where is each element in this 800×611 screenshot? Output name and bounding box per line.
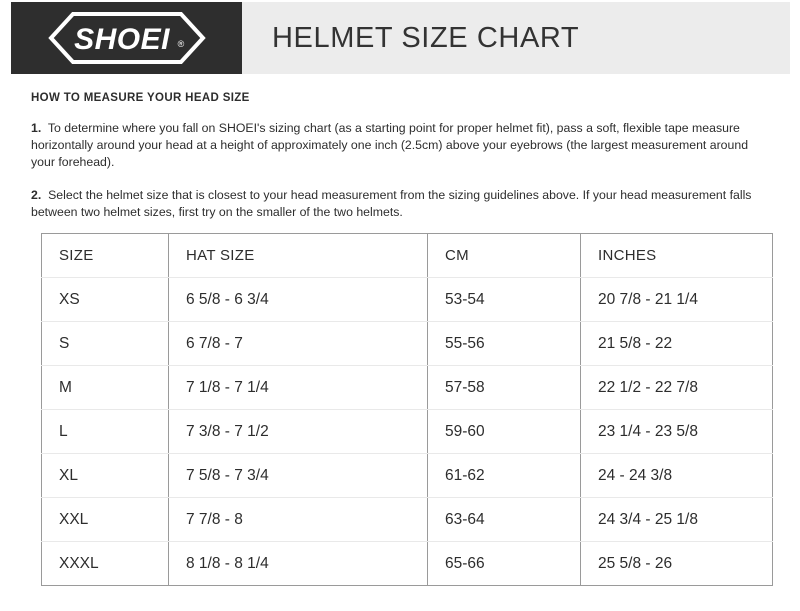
instruction-step-1: 1. To determine where you fall on SHOEI'… xyxy=(31,120,771,171)
table-row: M 7 1/8 - 7 1/4 57-58 22 1/2 - 22 7/8 xyxy=(41,365,773,410)
cell-cm: 59-60 xyxy=(427,409,581,454)
instructions-heading: HOW TO MEASURE YOUR HEAD SIZE xyxy=(31,92,250,104)
instruction-step-2: 2. Select the helmet size that is closes… xyxy=(31,187,771,221)
cell-inches: 22 1/2 - 22 7/8 xyxy=(580,365,773,410)
cell-size: L xyxy=(41,409,169,454)
table-row: XL 7 5/8 - 7 3/4 61-62 24 - 24 3/8 xyxy=(41,453,773,498)
column-header-cm: CM xyxy=(427,233,581,278)
cell-hat-size: 7 5/8 - 7 3/4 xyxy=(168,453,428,498)
table-row: L 7 3/8 - 7 1/2 59-60 23 1/4 - 23 5/8 xyxy=(41,409,773,454)
table-header-row: SIZE HAT SIZE CM INCHES xyxy=(41,233,773,278)
instructions-section: HOW TO MEASURE YOUR HEAD SIZE 1. To dete… xyxy=(31,92,771,221)
cell-size: XXXL xyxy=(41,541,169,586)
step-2-number: 2. xyxy=(31,188,42,202)
size-chart-table-container: SIZE HAT SIZE CM INCHES XS 6 5/8 - 6 3/4… xyxy=(41,233,773,586)
cell-cm: 65-66 xyxy=(427,541,581,586)
table-row: XXL 7 7/8 - 8 63-64 24 3/4 - 25 1/8 xyxy=(41,497,773,542)
step-1-number: 1. xyxy=(31,121,42,135)
cell-inches: 24 3/4 - 25 1/8 xyxy=(580,497,773,542)
step-2-text: Select the helmet size that is closest t… xyxy=(31,188,752,219)
cell-cm: 63-64 xyxy=(427,497,581,542)
cell-size: XXL xyxy=(41,497,169,542)
step-1-text: To determine where you fall on SHOEI's s… xyxy=(31,121,749,169)
brand-wordmark: SHOEI xyxy=(74,23,170,56)
table-row: XS 6 5/8 - 6 3/4 53-54 20 7/8 - 21 1/4 xyxy=(41,277,773,322)
column-header-hat-size: HAT SIZE xyxy=(168,233,428,278)
cell-size: XL xyxy=(41,453,169,498)
cell-size: M xyxy=(41,365,169,410)
title-band: HELMET SIZE CHART xyxy=(242,2,790,74)
size-chart-table: SIZE HAT SIZE CM INCHES XS 6 5/8 - 6 3/4… xyxy=(41,233,773,586)
cell-inches: 21 5/8 - 22 xyxy=(580,321,773,366)
cell-inches: 25 5/8 - 26 xyxy=(598,554,673,572)
column-header-inches: INCHES xyxy=(580,233,773,278)
page-title: HELMET SIZE CHART xyxy=(272,21,580,54)
table-row: XXXL 8 1/8 - 8 1/4 65-66 25 5/8 - 26 xyxy=(41,541,773,586)
cell-hat-size: 7 1/8 - 7 1/4 xyxy=(168,365,428,410)
cell-inches: 20 7/8 - 21 1/4 xyxy=(580,277,773,322)
shoei-logo-icon: SHOEI ® xyxy=(47,12,206,64)
cell-cm: 55-56 xyxy=(427,321,581,366)
column-header-size: SIZE xyxy=(41,233,169,278)
table-row: S 6 7/8 - 7 55-56 21 5/8 - 22 xyxy=(41,321,773,366)
cell-cm: 57-58 xyxy=(427,365,581,410)
brand-logo-band: SHOEI ® xyxy=(11,2,242,74)
cell-inches: 24 - 24 3/8 xyxy=(580,453,773,498)
cell-hat-size: 7 7/8 - 8 xyxy=(168,497,428,542)
registered-trademark-icon: ® xyxy=(177,39,184,49)
page-header: SHOEI ® HELMET SIZE CHART xyxy=(11,2,790,74)
cell-size: XS xyxy=(41,277,169,322)
cell-hat-size: 8 1/8 - 8 1/4 xyxy=(168,541,428,586)
cell-inches: 23 1/4 - 23 5/8 xyxy=(580,409,773,454)
cell-hat-size: 7 3/8 - 7 1/2 xyxy=(168,409,428,454)
cell-cm: 53-54 xyxy=(427,277,581,322)
cell-cm: 61-62 xyxy=(427,453,581,498)
cell-hat-size: 6 5/8 - 6 3/4 xyxy=(168,277,428,322)
cell-hat-size: 6 7/8 - 7 xyxy=(168,321,428,366)
cell-size: S xyxy=(41,321,169,366)
